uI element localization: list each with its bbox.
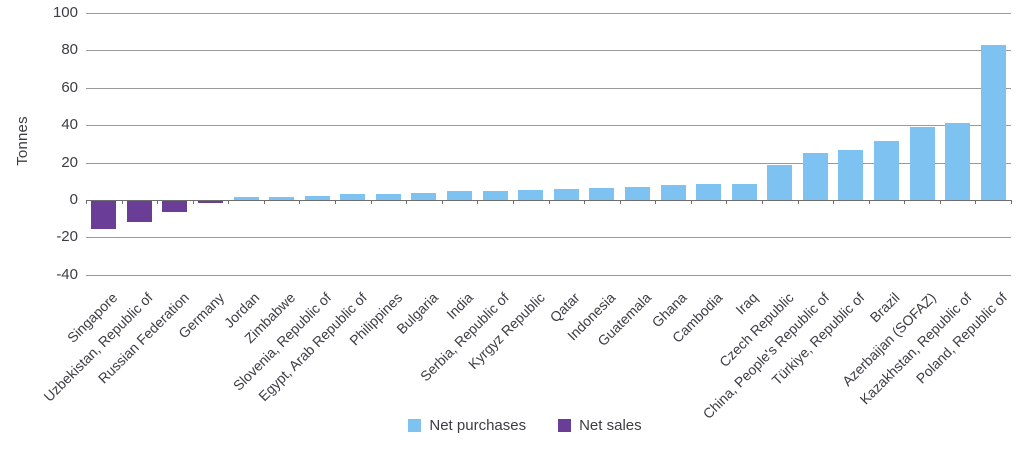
net-purchases-swatch-icon [408,418,422,432]
x-axis-tick [406,200,408,204]
y-axis-tick-label: 20 [61,153,78,171]
x-axis-tick [263,200,265,204]
gridline [86,125,1011,127]
bar-t-rkiye-republic-of [838,149,864,200]
gridline [86,274,1011,276]
x-axis-tick [868,200,870,204]
gridline [86,50,1011,52]
y-axis-tick-label: 0 [69,191,78,208]
x-axis-tick [690,200,692,204]
bar-uzbekistan-republic-of [126,201,152,222]
x-axis-tick [157,200,159,204]
x-axis-tick [939,200,941,204]
bar-zimbabwe [269,197,295,200]
bar-jordan [233,197,259,200]
bar-kazakhstan-republic-of [945,123,971,200]
x-axis-tick [975,200,977,204]
legend-label-net-purchases: Net purchases [429,416,527,434]
bar-serbia-republic-of [482,190,508,200]
y-axis-tick-label: -40 [56,265,78,283]
x-axis-tick [833,200,835,204]
x-axis-tick [904,200,906,204]
legend-label-net-sales: Net sales [579,416,642,434]
x-axis-tick [1011,200,1012,204]
bar-indonesia [589,187,615,200]
x-axis-tick [761,200,763,204]
x-axis-tick [86,200,87,204]
x-axis-tick [192,200,194,204]
legend-item-net-sales: Net sales [558,417,642,434]
x-axis-tick [797,200,799,204]
gridline [86,237,1011,239]
bar-brazil [873,141,899,200]
bar-poland-republic-of [980,44,1006,200]
gridline [86,13,1011,14]
bar-iraq [731,184,757,200]
x-axis-tick [512,200,514,204]
gridline [86,162,1011,164]
x-axis-tick [477,200,479,204]
y-axis-tick-label: 60 [61,78,78,96]
x-axis-label-iraq: Iraq [732,289,761,318]
gridline [86,87,1011,89]
bar-germany [198,201,224,203]
x-axis-tick [441,200,443,204]
legend-item-net-purchases: Net purchases [408,417,526,434]
x-axis-tick [335,200,337,204]
y-axis-tick-label: 80 [61,41,78,59]
bar-egypt-arab-republic-of [340,194,366,200]
bar-slovenia-republic-of [304,196,330,200]
x-axis-tick [619,200,621,204]
net-sales-swatch-icon [558,418,572,432]
bar-cambodia [696,184,722,200]
bar-azerbaijan-sofaz [909,127,935,200]
bar-ghana [660,185,686,200]
bar-qatar [553,188,579,200]
x-axis-tick [121,200,123,204]
x-axis-tick [655,200,657,204]
bar-bulgaria [411,193,437,200]
y-axis-tick-label: -20 [56,228,78,246]
bar-guatemala [624,186,650,200]
bar-china-people-s-republic-of [802,153,828,200]
x-axis-tick [584,200,586,204]
bar-singapore [91,201,117,230]
bar-czech-republic [767,165,793,200]
x-axis-tick [299,200,301,204]
y-axis-tick-label: 40 [61,116,78,134]
x-axis-tick [548,200,550,204]
bar-philippines [375,194,401,200]
x-axis-tick [726,200,728,204]
legend: Net purchases Net sales [0,412,1024,438]
bar-india [447,190,473,200]
bar-russian-federation [162,201,188,213]
x-axis-tick [370,200,372,204]
x-axis-tick [228,200,230,204]
y-axis-tick-label: 100 [52,4,78,21]
bar-kyrgyz-republic [518,189,544,200]
